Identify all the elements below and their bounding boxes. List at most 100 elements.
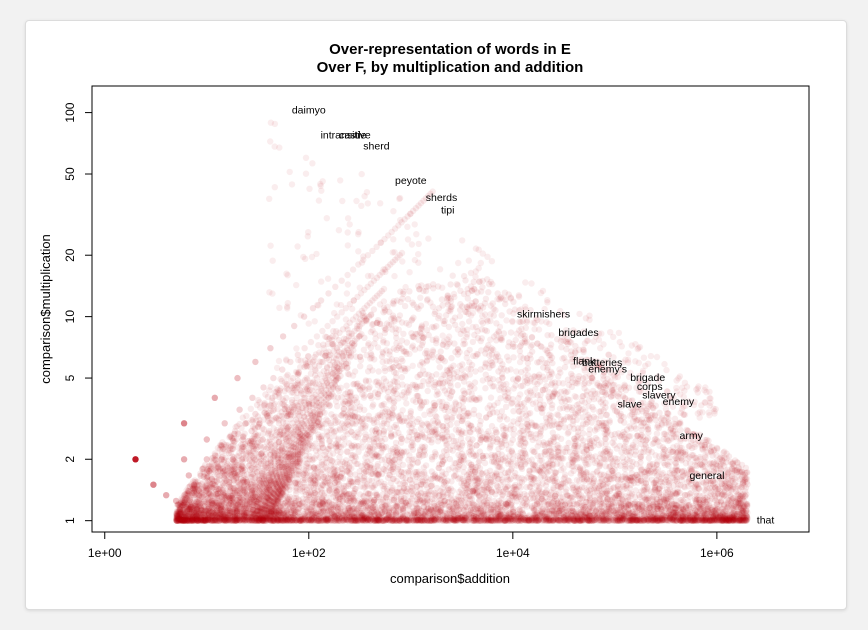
scatter-point <box>227 505 234 512</box>
scatter-point <box>459 320 466 328</box>
scatter-point <box>242 504 250 511</box>
scatter-point <box>275 448 282 455</box>
scatter-point <box>565 439 572 447</box>
scatter-point <box>305 397 313 405</box>
scatter-point <box>280 415 288 422</box>
scatter-point <box>241 488 248 495</box>
scatter-point <box>254 503 261 511</box>
scatter-point <box>242 509 249 516</box>
scatter-point <box>249 514 256 521</box>
scatter-point <box>261 475 268 483</box>
scatter-point <box>253 483 260 490</box>
scatter-point <box>275 443 282 451</box>
scatter-point <box>239 414 246 421</box>
scatter-point <box>621 419 628 426</box>
scatter-point <box>278 409 285 416</box>
scatter-point <box>268 466 275 473</box>
scatter-point <box>238 456 245 463</box>
scatter-point <box>247 514 254 521</box>
scatter-point <box>224 504 232 512</box>
scatter-point <box>252 461 259 468</box>
scatter-point <box>232 507 239 514</box>
scatter-point <box>266 476 273 483</box>
scatter-point <box>200 492 207 499</box>
scatter-point <box>252 410 259 418</box>
scatter-point <box>246 483 253 491</box>
scatter-point <box>347 353 354 361</box>
scatter-point <box>293 394 300 401</box>
scatter-point <box>303 374 310 382</box>
scatter-point <box>285 442 292 449</box>
scatter-point <box>263 463 270 471</box>
scatter-point <box>185 472 192 479</box>
scatter-point <box>316 349 323 356</box>
scatter-point <box>239 462 246 469</box>
scatter-point <box>306 382 313 389</box>
scatter-point <box>271 447 278 454</box>
scatter-point <box>252 497 259 505</box>
scatter-point <box>301 413 308 421</box>
scatter-point <box>490 402 498 409</box>
scatter-point <box>239 503 246 510</box>
scatter-point <box>275 464 282 472</box>
scatter-point <box>246 510 253 517</box>
scatter-point <box>229 512 236 519</box>
scatter-point <box>272 436 279 443</box>
scatter-point <box>250 476 257 484</box>
scatter-point <box>249 487 256 495</box>
scatter-point <box>388 228 395 236</box>
scatter-point <box>267 345 274 352</box>
scatter-point <box>231 469 239 477</box>
scatter-point <box>267 440 275 448</box>
scatter-point <box>180 501 188 508</box>
scatter-point <box>212 499 219 507</box>
scatter-point <box>267 383 274 390</box>
scatter-point <box>238 447 245 454</box>
scatter-point <box>247 485 255 493</box>
scatter-point <box>324 340 332 348</box>
scatter-point <box>355 261 362 268</box>
scatter-point <box>236 406 243 413</box>
scatter-point <box>292 416 300 423</box>
scatter-point <box>211 481 218 488</box>
scatter-point <box>324 322 331 330</box>
scatter-point <box>273 429 281 436</box>
scatter-point <box>256 477 263 484</box>
scatter-point <box>294 351 301 358</box>
scatter-point <box>234 492 241 499</box>
scatter-point <box>285 423 292 431</box>
scatter-point <box>239 436 246 443</box>
scatter-point <box>369 247 376 255</box>
scatter-point <box>289 374 297 382</box>
scatter-point <box>250 514 258 521</box>
scatter-point <box>269 394 276 401</box>
scatter-point <box>281 452 288 460</box>
scatter-point <box>150 481 157 488</box>
scatter-point <box>244 492 252 499</box>
scatter-point <box>275 459 282 466</box>
scatter-point <box>268 468 275 476</box>
scatter-point <box>250 510 258 518</box>
scatter-point <box>257 456 265 463</box>
scatter-point <box>250 502 257 509</box>
scatter-point <box>263 481 271 488</box>
scatter-point <box>253 469 261 476</box>
scatter-point <box>230 487 237 495</box>
scatter-point <box>254 472 261 479</box>
scatter-point <box>258 481 265 488</box>
scatter-point <box>306 358 313 366</box>
scatter-point <box>487 317 494 325</box>
scatter-point <box>317 371 324 378</box>
scatter-point <box>252 511 259 518</box>
scatter-point <box>246 461 253 469</box>
scatter-point <box>254 493 261 500</box>
scatter-point <box>268 433 276 441</box>
scatter-point <box>349 316 357 323</box>
scatter-point <box>284 446 292 453</box>
scatter-point <box>236 481 243 488</box>
scatter-point <box>312 384 319 391</box>
scatter-point <box>277 432 284 439</box>
scatter-point <box>312 366 319 373</box>
scatter-point <box>315 381 323 388</box>
scatter-point <box>287 426 294 434</box>
